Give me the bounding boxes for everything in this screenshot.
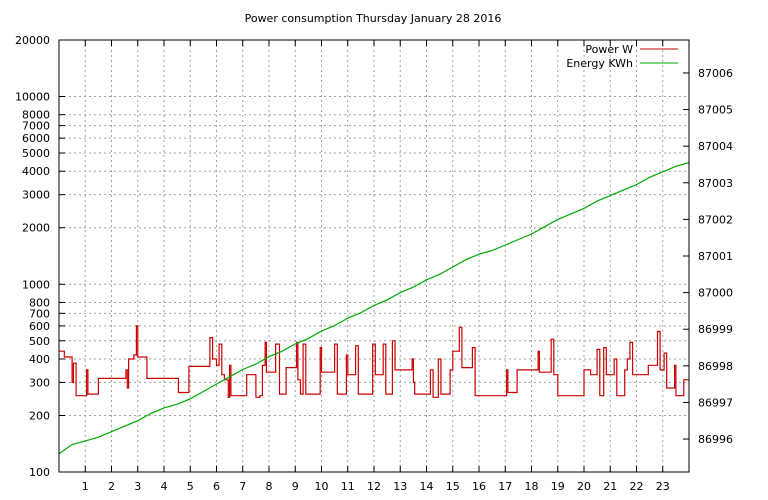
y-left-tick-label: 400 xyxy=(29,353,50,366)
y-right-tick-label: 86997 xyxy=(698,396,733,409)
series-line-energy xyxy=(58,162,690,455)
x-tick-label: 6 xyxy=(213,480,220,493)
x-tick-label: 18 xyxy=(525,480,539,493)
x-tick-label: 20 xyxy=(577,480,591,493)
y-left-tick-label: 6000 xyxy=(22,132,50,145)
x-tick-label: 4 xyxy=(161,480,168,493)
right-axis: 86996 86997 86998 86999 87000 87001 87002 87003… xyxy=(683,67,733,446)
y-right-tick-label: 87006 xyxy=(698,67,733,80)
y-right-tick-label: 86999 xyxy=(698,323,733,336)
x-axis: 1 2 3 4 5 6 7 8 9 10 11 12 13 14 15 16 17 18 19 20 21 22 23 xyxy=(82,40,670,493)
y-left-tick-label: 2000 xyxy=(22,222,50,235)
plot-frame xyxy=(58,39,690,473)
legend-label-power: Power W xyxy=(585,43,633,56)
y-left-tick-label: 700 xyxy=(29,307,50,320)
y-right-tick-label: 87003 xyxy=(698,177,733,190)
x-tick-label: 21 xyxy=(603,480,617,493)
series-group xyxy=(58,162,690,455)
y-left-tick-label: 300 xyxy=(29,376,50,389)
y-left-tick-label: 4000 xyxy=(22,165,50,178)
x-tick-label: 19 xyxy=(551,480,565,493)
x-tick-label: 16 xyxy=(472,480,486,493)
x-tick-label: 2 xyxy=(108,480,115,493)
y-right-tick-label: 86998 xyxy=(698,360,733,373)
x-tick-label: 9 xyxy=(292,480,299,493)
y-left-tick-label: 800 xyxy=(29,296,50,309)
y-left-tick-label: 7000 xyxy=(22,120,50,133)
y-left-tick-label: 5000 xyxy=(22,147,50,160)
y-left-tick-label: 3000 xyxy=(22,189,50,202)
y-right-tick-label: 87000 xyxy=(698,287,733,300)
x-tick-label: 5 xyxy=(187,480,194,493)
y-left-tick-label: 500 xyxy=(29,335,50,348)
y-left-tick-label: 10000 xyxy=(15,91,50,104)
y-left-tick-label: 100 xyxy=(29,466,50,479)
x-tick-label: 1 xyxy=(82,480,89,493)
chart-title: Power consumption Thursday January 28 20… xyxy=(245,12,502,25)
x-tick-label: 12 xyxy=(367,480,381,493)
y-left-tick-label: 600 xyxy=(29,320,50,333)
legend: Power W Energy KWh xyxy=(566,43,678,70)
y-right-tick-label: 87001 xyxy=(698,250,733,263)
y-right-tick-label: 87004 xyxy=(698,140,733,153)
y-left-tick-label: 1000 xyxy=(22,278,50,291)
grid xyxy=(59,40,689,472)
x-tick-label: 17 xyxy=(498,480,512,493)
x-tick-label: 11 xyxy=(341,480,355,493)
x-tick-label: 23 xyxy=(656,480,670,493)
y-left-tick-label: 200 xyxy=(29,409,50,422)
y-right-tick-label: 86996 xyxy=(698,433,733,446)
x-tick-label: 3 xyxy=(134,480,141,493)
x-tick-label: 7 xyxy=(239,480,246,493)
x-tick-label: 15 xyxy=(446,480,460,493)
x-tick-label: 14 xyxy=(420,480,434,493)
y-right-tick-label: 87002 xyxy=(698,213,733,226)
legend-label-energy: Energy KWh xyxy=(566,57,633,70)
x-tick-label: 10 xyxy=(315,480,329,493)
y-left-tick-label: 20000 xyxy=(15,34,50,47)
series-line-power xyxy=(59,325,689,398)
x-tick-label: 22 xyxy=(630,480,644,493)
y-left-tick-label: 8000 xyxy=(22,109,50,122)
x-tick-label: 13 xyxy=(393,480,407,493)
y-right-tick-label: 87005 xyxy=(698,104,733,117)
x-tick-label: 8 xyxy=(266,480,273,493)
